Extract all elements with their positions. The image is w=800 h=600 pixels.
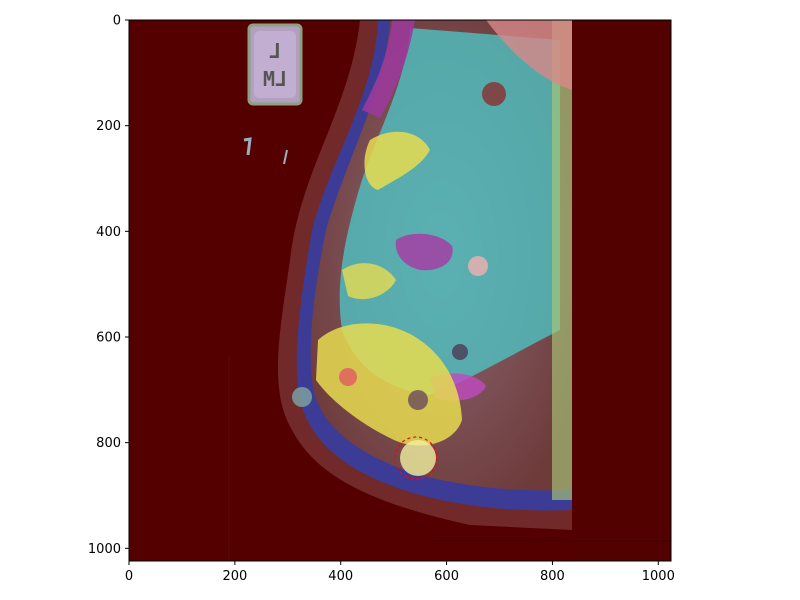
marker-letters-bottom: LM — [263, 67, 287, 91]
bright-blob — [400, 440, 436, 476]
right-dark-panel — [572, 20, 671, 561]
x-tick-label-1: 200 — [222, 569, 247, 584]
yellow-mid — [342, 263, 396, 300]
y-tick-label-4: 800 — [96, 436, 121, 451]
yellow-upper — [364, 131, 430, 190]
nipple-blob — [292, 387, 312, 407]
brown-spot — [482, 82, 506, 106]
y-tick-label-5: 1000 — [88, 542, 121, 557]
red-spot — [339, 368, 357, 386]
dark-spot-2 — [408, 390, 428, 410]
x-tick-label-0: 0 — [125, 569, 133, 584]
y-tick-label-0: 0 — [113, 14, 121, 29]
x-axis: 0 200 400 600 800 1000 — [125, 561, 675, 584]
artifact-hook — [243, 137, 252, 156]
purple-mid — [395, 233, 453, 271]
purple-top-left — [362, 20, 415, 118]
orientation-marker: L LM — [247, 23, 303, 106]
y-tick-label-1: 200 — [96, 119, 121, 134]
pink-top-region — [486, 20, 572, 90]
marker-letter-top: L — [269, 39, 281, 63]
lesion-marker-circle — [394, 436, 438, 480]
green-stripe — [552, 20, 572, 500]
x-tick-label-2: 400 — [328, 569, 353, 584]
dark-spot-1 — [452, 344, 468, 360]
axes-frame — [128, 19, 672, 562]
artifact-mark — [283, 149, 288, 165]
x-tick-label-5: 1000 — [642, 569, 675, 584]
x-tick-label-3: 600 — [434, 569, 459, 584]
yellow-lower — [316, 323, 462, 446]
y-tick-label-3: 600 — [96, 330, 121, 345]
x-tick-label-4: 800 — [540, 569, 565, 584]
y-axis: 0 200 400 600 800 1000 — [88, 14, 129, 557]
y-tick-label-2: 400 — [96, 225, 121, 240]
mammogram-image: L LM — [129, 20, 671, 561]
cyan-region — [339, 28, 560, 395]
pink-spot — [468, 256, 488, 276]
